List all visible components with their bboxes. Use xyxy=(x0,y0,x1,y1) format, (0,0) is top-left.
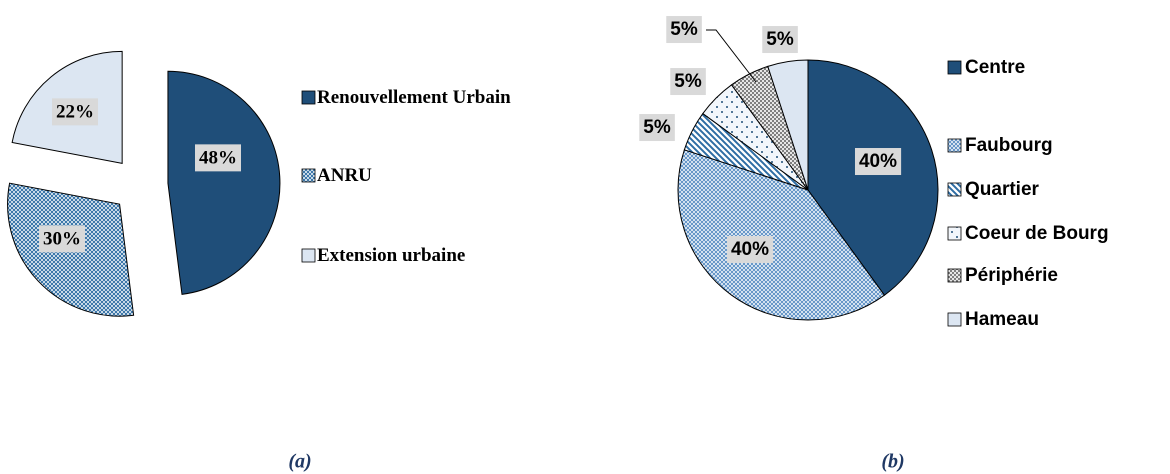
legend-label: Hameau xyxy=(965,309,1039,330)
data-label: 30% xyxy=(43,228,81,249)
label-bg xyxy=(52,98,98,126)
label-bg xyxy=(39,225,85,253)
data-label: 5% xyxy=(766,29,794,50)
legend-swatch xyxy=(301,248,316,263)
legend-swatch xyxy=(947,138,962,153)
legend-entry: ANRU xyxy=(317,165,372,186)
legend-label: Quartier xyxy=(965,179,1040,200)
legend-swatch xyxy=(301,90,316,105)
legend-label: Centre xyxy=(965,57,1025,78)
legend-swatch xyxy=(947,312,962,327)
legend-swatch xyxy=(947,226,962,241)
label-bg xyxy=(854,148,902,176)
legend-label: Renouvellement Urbain xyxy=(317,87,511,108)
legend-entry: Renouvellement Urbain xyxy=(317,87,511,108)
legend-label: Coeur de Bourg xyxy=(965,223,1109,244)
label-bg xyxy=(639,114,675,142)
label-bg xyxy=(762,26,798,54)
pie-slice xyxy=(677,149,886,321)
data-label: 5% xyxy=(670,19,698,40)
pie-slice xyxy=(767,59,809,191)
legend-swatch xyxy=(301,168,316,183)
data-label: 22% xyxy=(56,101,94,122)
data-label: 40% xyxy=(859,151,897,172)
data-label: 5% xyxy=(643,117,671,138)
legend-swatch xyxy=(947,182,962,197)
legend-swatch xyxy=(947,60,962,75)
legend-label: ANRU xyxy=(317,165,372,186)
legend-swatch xyxy=(947,268,962,283)
legend-label: Faubourg xyxy=(965,135,1053,156)
legend-label: Extension urbaine xyxy=(317,245,466,266)
legend-entry: Extension urbaine xyxy=(317,245,466,266)
label-bg xyxy=(666,16,702,44)
leader-line xyxy=(706,29,757,83)
data-label: 40% xyxy=(731,239,769,260)
label-bg xyxy=(726,236,774,264)
label-bg xyxy=(195,144,241,172)
label-bg xyxy=(670,68,706,96)
caption: (a) xyxy=(288,451,311,473)
legend-label: Périphérie xyxy=(965,265,1058,286)
pie-slice xyxy=(807,59,939,296)
pie-slice xyxy=(167,70,281,295)
caption: (b) xyxy=(881,451,904,473)
data-label: 5% xyxy=(674,71,702,92)
data-label: 48% xyxy=(199,147,237,168)
